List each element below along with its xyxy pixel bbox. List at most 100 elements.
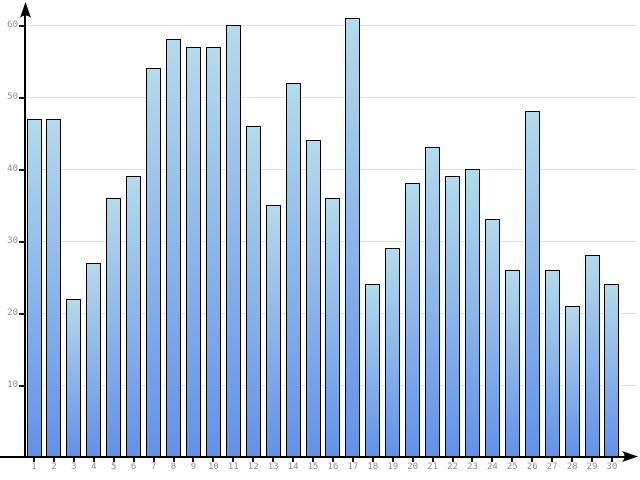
x-tick-label: 12 xyxy=(247,462,259,472)
gridline xyxy=(25,25,637,26)
x-axis-tick xyxy=(112,458,115,462)
x-axis-tick xyxy=(72,458,75,462)
x-tick-label: 9 xyxy=(190,462,197,472)
bar xyxy=(126,176,142,457)
bar xyxy=(385,248,401,457)
x-axis-tick xyxy=(551,458,554,462)
x-axis-tick xyxy=(371,458,374,462)
bar xyxy=(584,255,600,457)
x-tick-label: 17 xyxy=(347,462,359,472)
y-axis-tick xyxy=(19,384,25,387)
x-axis-tick xyxy=(172,458,175,462)
x-tick-label: 6 xyxy=(130,462,137,472)
x-tick-label: 28 xyxy=(566,462,578,472)
x-axis-tick xyxy=(92,458,95,462)
x-tick-label: 30 xyxy=(606,462,618,472)
bar xyxy=(146,68,162,457)
x-tick-label: 22 xyxy=(447,462,458,472)
x-axis-tick xyxy=(610,458,613,462)
bar xyxy=(345,17,361,457)
x-axis-tick xyxy=(351,458,354,462)
x-axis-tick xyxy=(152,458,155,462)
x-axis-tick xyxy=(192,458,195,462)
x-axis-tick xyxy=(451,458,454,462)
y-tick-label: 10 xyxy=(7,380,18,390)
x-tick-label: 13 xyxy=(267,462,279,472)
x-axis-tick xyxy=(252,458,255,462)
x-tick-label: 27 xyxy=(546,462,558,472)
gridline xyxy=(25,97,637,98)
bar xyxy=(445,176,461,457)
bar xyxy=(86,262,102,457)
bar xyxy=(205,46,221,457)
bar xyxy=(544,269,560,457)
bar xyxy=(305,140,321,457)
y-axis-tick xyxy=(19,240,25,243)
x-axis-tick xyxy=(571,458,574,462)
x-tick-label: 19 xyxy=(387,462,399,472)
x-axis-tick xyxy=(331,458,334,462)
bar xyxy=(66,298,82,457)
x-tick-label: 8 xyxy=(170,462,177,472)
x-axis-tick xyxy=(411,458,414,462)
x-tick-label: 18 xyxy=(367,462,379,472)
x-axis-tick xyxy=(132,458,135,462)
bar xyxy=(225,25,241,457)
bar xyxy=(464,169,480,457)
y-tick-label: 60 xyxy=(7,20,18,30)
y-tick-label: 50 xyxy=(7,92,18,102)
bar xyxy=(166,39,181,457)
x-tick-label: 15 xyxy=(307,462,319,472)
x-axis-tick xyxy=(232,458,235,462)
x-tick-label: 26 xyxy=(526,462,538,472)
x-axis-tick xyxy=(511,458,514,462)
x-axis-tick xyxy=(52,458,55,462)
x-tick-label: 4 xyxy=(91,462,97,472)
x-tick-label: 29 xyxy=(586,462,598,472)
y-axis-tick xyxy=(19,96,25,99)
x-tick-label: 16 xyxy=(327,462,339,472)
x-axis-tick xyxy=(391,458,394,462)
x-tick-label: 5 xyxy=(111,462,117,472)
y-axis-arrow-icon xyxy=(20,2,31,18)
bar xyxy=(524,111,540,457)
x-axis-tick xyxy=(431,458,434,462)
x-axis-tick xyxy=(491,458,494,462)
bar xyxy=(604,284,620,457)
bar xyxy=(245,125,261,457)
x-tick-label: 21 xyxy=(427,462,439,472)
x-tick-label: 10 xyxy=(207,462,219,472)
bar xyxy=(504,269,520,457)
x-axis-tick xyxy=(33,458,35,462)
bar xyxy=(425,147,441,457)
y-axis xyxy=(24,8,26,458)
x-tick-label: 3 xyxy=(71,462,77,472)
bar xyxy=(484,219,500,457)
bar xyxy=(365,284,381,457)
bar xyxy=(46,118,62,457)
x-axis-tick xyxy=(312,458,315,462)
x-tick-label: 23 xyxy=(467,462,478,472)
bar xyxy=(325,197,341,457)
x-tick-label: 20 xyxy=(407,462,419,472)
x-axis-tick xyxy=(591,458,594,462)
bar xyxy=(285,82,301,457)
bar xyxy=(185,46,201,457)
y-axis-tick xyxy=(19,312,25,315)
x-axis-tick xyxy=(212,458,215,462)
bar xyxy=(106,197,122,457)
x-tick-label: 2 xyxy=(51,462,57,472)
x-axis-tick xyxy=(531,458,534,462)
x-tick-label: 24 xyxy=(486,462,498,472)
bar xyxy=(26,118,42,457)
gridline xyxy=(25,169,637,170)
x-axis xyxy=(0,456,632,458)
y-axis-tick xyxy=(19,24,25,27)
x-axis-tick xyxy=(471,458,474,462)
x-axis-arrow-icon xyxy=(622,451,638,462)
bar xyxy=(564,305,580,457)
x-tick-label: 7 xyxy=(150,462,157,472)
x-tick-label: 1 xyxy=(31,462,37,472)
x-tick-label: 14 xyxy=(287,462,299,472)
